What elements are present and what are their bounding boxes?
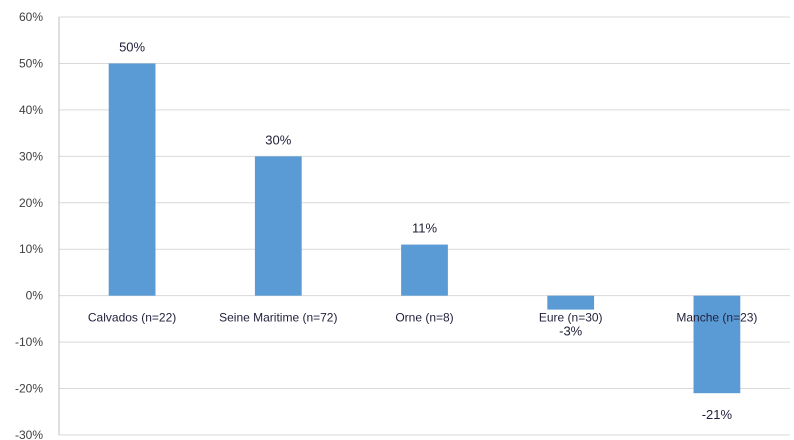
y-axis-ticks: -30% -20% -10% 0% 10% 20% 30% 40% 50% 60% [15, 10, 43, 440]
y-tick-label: 40% [19, 103, 43, 117]
bar [693, 295, 741, 394]
y-tick-label: 20% [19, 196, 43, 210]
bar [401, 244, 448, 296]
category-label: Calvados (n=22) [88, 311, 176, 325]
bar [254, 156, 302, 296]
category-label: Eure (n=30) [539, 311, 603, 325]
bar [108, 63, 156, 296]
y-tick-label: 50% [19, 56, 43, 70]
bar [547, 295, 595, 310]
data-label: -3% [559, 324, 583, 339]
data-label: 50% [119, 39, 145, 54]
y-tick-label: 60% [19, 10, 43, 24]
category-labels: Calvados (n=22) Seine Maritime (n=72) Orne… [88, 311, 758, 325]
y-tick-label: 0% [26, 289, 44, 303]
y-tick-label: 30% [19, 149, 43, 163]
data-label: 30% [265, 132, 291, 147]
category-label: Orne (n=8) [395, 311, 453, 325]
category-label: Seine Maritime (n=72) [219, 311, 337, 325]
y-tick-label: -20% [15, 382, 43, 396]
data-label: 11% [412, 221, 437, 236]
y-tick-label: -30% [15, 428, 43, 440]
y-tick-label: 10% [19, 242, 43, 256]
category-label: Manche (n=23) [676, 311, 757, 325]
y-tick-label: -10% [15, 335, 43, 349]
data-labels: 50% 30% 11% -3% -21% [119, 39, 732, 422]
bars [108, 63, 741, 394]
data-label: -21% [702, 407, 733, 422]
